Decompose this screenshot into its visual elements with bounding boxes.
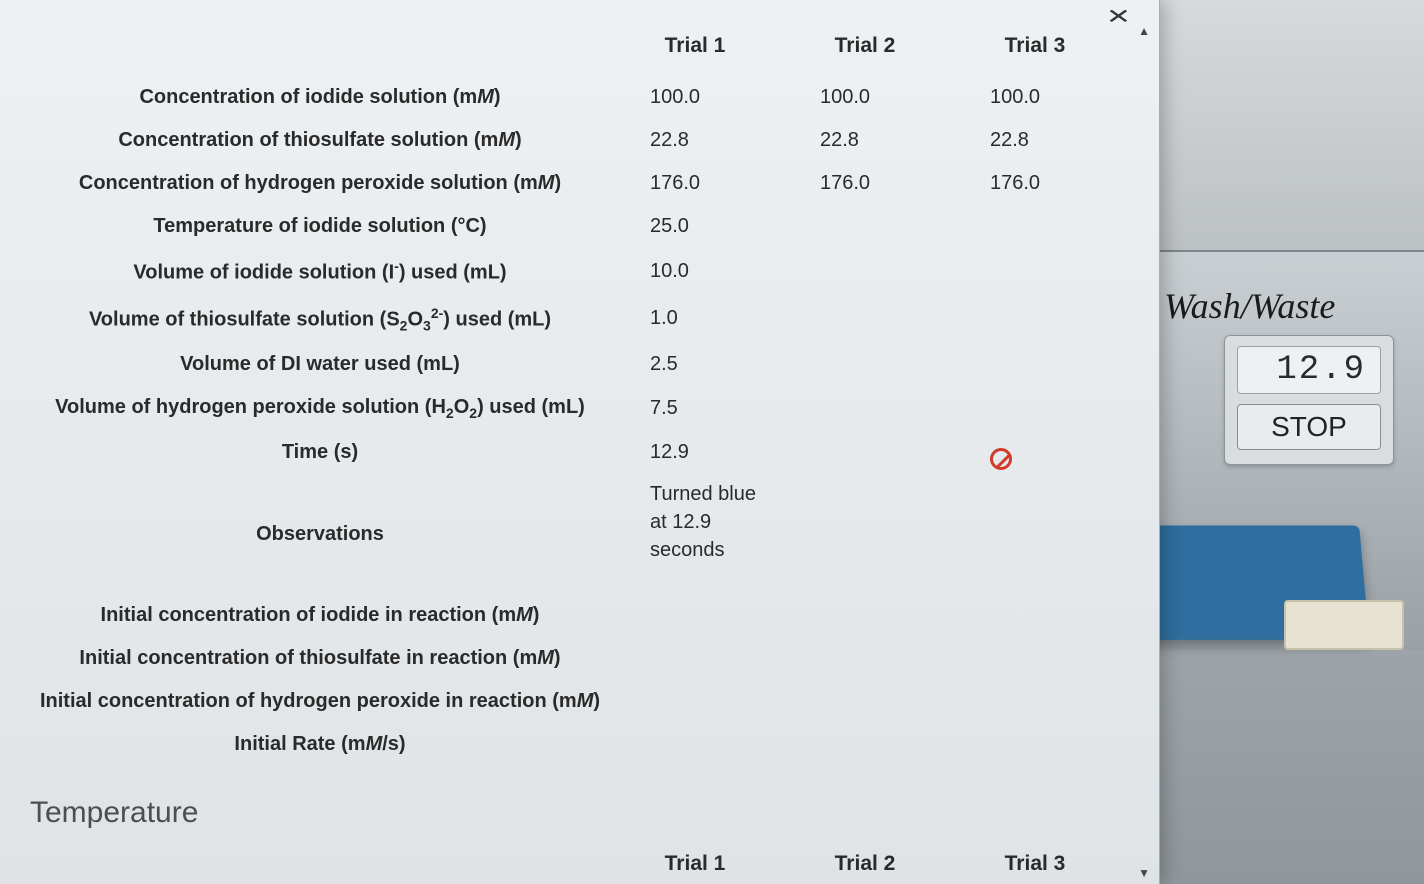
- table-row: Initial Rate (mM/s): [30, 723, 1120, 766]
- table-row: Volume of iodide solution (I-) used (mL)…: [30, 248, 1120, 295]
- row-label: Volume of DI water used (mL): [30, 343, 610, 386]
- cell-trial3[interactable]: [950, 474, 1120, 594]
- col-header-trial1: Trial 1: [610, 20, 780, 76]
- row-label: Concentration of iodide solution (mM): [30, 76, 610, 119]
- cell-trial3[interactable]: [950, 723, 1120, 766]
- table-row: Concentration of iodide solution (mM)100…: [30, 76, 1120, 119]
- cell-trial1[interactable]: [610, 723, 780, 766]
- cell-trial2[interactable]: [780, 343, 950, 386]
- trials-table-body: Concentration of iodide solution (mM)100…: [30, 76, 1120, 766]
- row-label: Observations: [30, 474, 610, 594]
- cell-trial2[interactable]: [780, 680, 950, 723]
- cell-trial3[interactable]: [950, 637, 1120, 680]
- data-scroll-area[interactable]: Trial 1 Trial 2 Trial 3 Concentration of…: [0, 20, 1150, 880]
- row-label: Volume of thiosulfate solution (S2O32-) …: [30, 295, 610, 344]
- wash-waste-label: Wash/Waste: [1164, 285, 1424, 327]
- cell-trial2[interactable]: [780, 295, 950, 344]
- cell-trial1[interactable]: [610, 594, 780, 637]
- table-row: Time (s)12.9: [30, 431, 1120, 474]
- stop-button[interactable]: STOP: [1237, 404, 1381, 450]
- col-header-blank: [30, 20, 610, 76]
- cell-trial2[interactable]: [780, 248, 950, 295]
- table-row: Volume of hydrogen peroxide solution (H2…: [30, 386, 1120, 431]
- row-label: Temperature of iodide solution (°C): [30, 205, 610, 248]
- table-row: Concentration of thiosulfate solution (m…: [30, 119, 1120, 162]
- table-row: ObservationsTurned blue at 12.9 seconds: [30, 474, 1120, 594]
- cell-trial1[interactable]: 7.5: [610, 386, 780, 431]
- row-label: Volume of hydrogen peroxide solution (H2…: [30, 386, 610, 431]
- table-row: Initial concentration of thiosulfate in …: [30, 637, 1120, 680]
- cell-trial2[interactable]: [780, 431, 950, 474]
- wash-waste-widget: Wash/Waste 12.9 STOP: [1164, 285, 1424, 465]
- cell-trial2[interactable]: [780, 474, 950, 594]
- cell-trial2[interactable]: [780, 637, 950, 680]
- data-modal: ✕ Trial 1 Trial 2 Trial 3 Concentration …: [0, 0, 1160, 884]
- temperature-table: Trial 1 Trial 2 Trial 3 Concentration of…: [30, 838, 1120, 880]
- cell-trial1[interactable]: 2.5: [610, 343, 780, 386]
- cell-trial3[interactable]: [950, 343, 1120, 386]
- col2-header-blank: [30, 838, 610, 880]
- cell-trial2[interactable]: [780, 594, 950, 637]
- col2-header-trial1: Trial 1: [610, 838, 780, 880]
- col2-header-trial2: Trial 2: [780, 838, 950, 880]
- cell-trial1[interactable]: [610, 637, 780, 680]
- row-label: Concentration of hydrogen peroxide solut…: [30, 162, 610, 205]
- table-row: Initial concentration of iodide in react…: [30, 594, 1120, 637]
- cell-trial1[interactable]: 25.0: [610, 205, 780, 248]
- table-row: Volume of thiosulfate solution (S2O32-) …: [30, 295, 1120, 344]
- cell-trial1[interactable]: 22.8: [610, 119, 780, 162]
- table-row: Temperature of iodide solution (°C)25.0: [30, 205, 1120, 248]
- scroll-up-icon[interactable]: ▲: [1138, 24, 1150, 38]
- table-row: Concentration of hydrogen peroxide solut…: [30, 162, 1120, 205]
- cell-trial3[interactable]: [950, 594, 1120, 637]
- cell-trial2[interactable]: [780, 723, 950, 766]
- cell-trial2[interactable]: [780, 205, 950, 248]
- cell-trial2[interactable]: [780, 386, 950, 431]
- cell-trial3[interactable]: [950, 386, 1120, 431]
- col2-header-trial3: Trial 3: [950, 838, 1120, 880]
- trials-table: Trial 1 Trial 2 Trial 3 Concentration of…: [30, 20, 1120, 766]
- table-row: Volume of DI water used (mL)2.5: [30, 343, 1120, 386]
- cell-trial3[interactable]: 176.0: [950, 162, 1120, 205]
- row-label: Initial concentration of thiosulfate in …: [30, 637, 610, 680]
- cell-trial1[interactable]: 12.9: [610, 431, 780, 474]
- cell-trial2[interactable]: 176.0: [780, 162, 950, 205]
- row-label: Initial Rate (mM/s): [30, 723, 610, 766]
- no-entry-cursor-icon: [990, 448, 1012, 470]
- lab-tube-rack: [1284, 600, 1404, 650]
- cell-trial1[interactable]: [610, 680, 780, 723]
- row-label: Volume of iodide solution (I-) used (mL): [30, 248, 610, 295]
- cell-trial2[interactable]: 100.0: [780, 76, 950, 119]
- cell-trial3[interactable]: [950, 248, 1120, 295]
- scroll-down-icon[interactable]: ▼: [1138, 866, 1150, 880]
- row-label: Concentration of thiosulfate solution (m…: [30, 119, 610, 162]
- cell-trial3[interactable]: 100.0: [950, 76, 1120, 119]
- table-row: Initial concentration of hydrogen peroxi…: [30, 680, 1120, 723]
- temperature-section-title: Temperature: [30, 766, 1140, 838]
- trials-table-head: Trial 1 Trial 2 Trial 3: [30, 20, 1120, 76]
- cell-trial1[interactable]: 100.0: [610, 76, 780, 119]
- cell-trial2[interactable]: 22.8: [780, 119, 950, 162]
- col-header-trial2: Trial 2: [780, 20, 950, 76]
- cell-trial3[interactable]: [950, 680, 1120, 723]
- app-stage: Wash/Waste 12.9 STOP ✕ Trial 1 Trial 2 T…: [0, 0, 1424, 884]
- cell-trial3[interactable]: [950, 205, 1120, 248]
- row-label: Initial concentration of iodide in react…: [30, 594, 610, 637]
- cell-trial1[interactable]: Turned blue at 12.9 seconds: [610, 474, 780, 594]
- cell-trial3[interactable]: [950, 431, 1120, 474]
- timer-readout: 12.9: [1237, 346, 1381, 394]
- col-header-trial3: Trial 3: [950, 20, 1120, 76]
- temperature-table-head: Trial 1 Trial 2 Trial 3: [30, 838, 1120, 880]
- row-label: Initial concentration of hydrogen peroxi…: [30, 680, 610, 723]
- cell-trial1[interactable]: 1.0: [610, 295, 780, 344]
- timer-panel: 12.9 STOP: [1224, 335, 1394, 465]
- cell-trial1[interactable]: 176.0: [610, 162, 780, 205]
- cell-trial1[interactable]: 10.0: [610, 248, 780, 295]
- cell-trial3[interactable]: [950, 295, 1120, 344]
- cell-trial3[interactable]: 22.8: [950, 119, 1120, 162]
- row-label: Time (s): [30, 431, 610, 474]
